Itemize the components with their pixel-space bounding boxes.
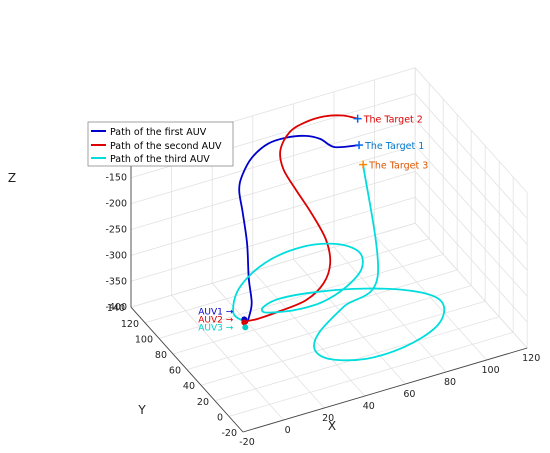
grid-line <box>414 93 528 219</box>
z-tick-label: -400 <box>105 302 127 313</box>
grid-line <box>414 171 528 297</box>
series-layer <box>232 114 446 362</box>
grid-line <box>172 269 458 355</box>
x-tick-label: 100 <box>482 365 500 376</box>
grid-line <box>414 67 528 193</box>
x-tick-label: 20 <box>322 413 334 424</box>
grid-line <box>414 222 528 349</box>
y-tick-label: 20 <box>197 397 209 408</box>
z-tick-label: -150 <box>105 173 127 184</box>
legend-label-2: Path of the second AUV <box>110 141 222 152</box>
x-tick-label: 0 <box>285 425 291 436</box>
grid-line <box>414 119 528 245</box>
y-tick-label: 0 <box>217 412 223 423</box>
grid-line <box>200 300 486 386</box>
z-tick-label: -250 <box>105 225 127 236</box>
grid-line <box>228 332 514 417</box>
z-tick-label: -350 <box>105 276 127 287</box>
x-axis-label: X <box>328 419 336 433</box>
y-axis-label: Y <box>137 403 146 417</box>
x-tick-label: 60 <box>403 389 415 400</box>
axes <box>130 151 528 433</box>
grid-line <box>414 145 528 271</box>
series-path-3 <box>232 164 446 362</box>
markers-layer: The Target 1 The Target 2 The Target 3 AUV1… <box>198 114 428 333</box>
legend-box <box>87 121 234 167</box>
grid-line <box>130 222 416 308</box>
z-tick-label: -200 <box>105 199 127 210</box>
y-tick-label: 120 <box>121 319 139 330</box>
series-path-1 <box>238 134 360 325</box>
grid-line <box>158 254 444 339</box>
legend-label-3: Path of the third AUV <box>110 154 210 165</box>
grid-line <box>214 316 500 402</box>
target-label-2: The Target 2 <box>363 115 423 126</box>
x-tick-label: 80 <box>444 377 456 388</box>
x-tick-label: -20 <box>239 437 255 448</box>
x-tick-label: 40 <box>363 401 375 412</box>
y-tick-label: 60 <box>169 366 181 377</box>
target-label-1: The Target 1 <box>364 141 424 152</box>
grid <box>130 67 528 433</box>
grid-line <box>130 145 416 230</box>
y-axis-line <box>130 306 244 433</box>
y-tick-label: 40 <box>183 381 195 392</box>
legend-label-1: Path of the first AUV <box>110 127 207 138</box>
y-tick-label: -20 <box>221 428 237 439</box>
z-tick-label: -300 <box>105 250 127 261</box>
start-marker-3 <box>242 324 249 331</box>
start-marker-2 <box>241 319 248 326</box>
y-tick-label: 140 <box>107 303 125 314</box>
grid-line <box>414 197 528 323</box>
grid-line <box>186 285 472 370</box>
start-label-2: AUV2 → <box>198 315 233 325</box>
y-tick-label: 100 <box>135 334 153 345</box>
grid-line <box>130 171 416 256</box>
x-tick-label: 120 <box>522 353 540 364</box>
x-axis-line <box>242 347 528 433</box>
grid-line <box>144 238 430 324</box>
y-tick-label: 80 <box>155 350 167 361</box>
grid-line <box>130 196 416 282</box>
z-axis-label: Z <box>8 171 16 185</box>
start-label-3: AUV3 → <box>198 323 233 333</box>
series-path-2 <box>244 114 358 323</box>
start-label-1: AUV1 → <box>198 307 233 317</box>
target-label-3: The Target 3 <box>368 161 428 172</box>
grid-line <box>130 119 416 204</box>
legend: Path of the first AUV Path of the second… <box>87 121 234 167</box>
